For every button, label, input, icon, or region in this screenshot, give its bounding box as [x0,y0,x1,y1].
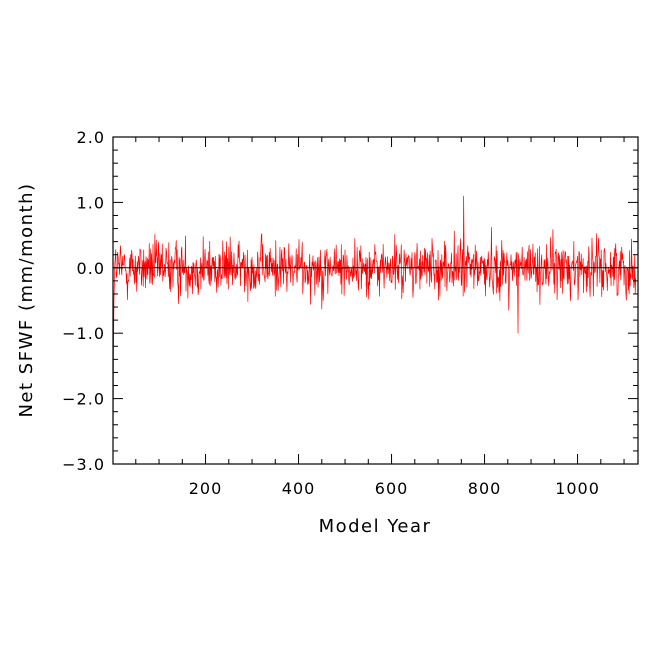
y-tick-label: −1.0 [62,324,105,343]
y-tick-label: −2.0 [62,390,105,409]
x-tick-label: 400 [282,479,316,498]
y-axis-title: Net SFWF (mm/month) [16,182,37,417]
plot-area [113,195,638,458]
y-tick-label: 1.0 [77,193,105,212]
y-tick-label: 0.0 [77,259,105,278]
y-tick-label: 2.0 [77,128,105,147]
x-tick-label: 600 [375,479,409,498]
y-tick-label: −3.0 [62,455,105,474]
axes: 200 400 600 800 1000 −3.0 −2.0 −1.0 0.0 1.0 2.0 [62,128,639,498]
x-tick-label: 200 [189,479,223,498]
x-axis-title: Model Year [319,516,432,537]
x-tick-label: 1000 [555,479,600,498]
x-tick-label: 800 [468,479,502,498]
series-line [113,195,637,458]
plot-frame [112,136,639,465]
